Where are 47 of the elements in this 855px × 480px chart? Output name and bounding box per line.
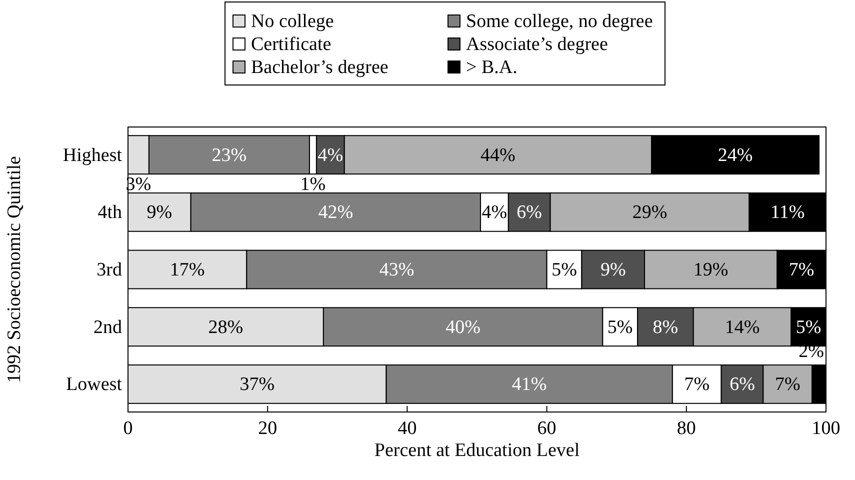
data-label: 37%: [240, 374, 275, 396]
data-label: 11%: [770, 202, 805, 224]
x-tick-label: 40: [398, 418, 417, 439]
data-label: 19%: [693, 260, 728, 280]
y-tick-label: 4th: [98, 202, 122, 224]
data-label: 1%: [300, 174, 326, 196]
data-label: 40%: [446, 316, 481, 338]
x-tick-label: 60: [537, 418, 556, 439]
data-label: 6%: [730, 374, 756, 396]
y-tick-label: 3rd: [96, 260, 122, 280]
y-tick-label: 2nd: [94, 316, 122, 338]
x-tick-label: 100: [812, 418, 840, 439]
data-label: 42%: [318, 202, 354, 224]
data-label: 7%: [774, 374, 800, 396]
y-axis-title: 1992 Socioeconomic Quintile: [4, 156, 25, 383]
data-label: 43%: [379, 260, 414, 280]
data-label: 6%: [516, 202, 542, 224]
data-label: 28%: [208, 316, 244, 338]
legend-label: Associate’s degree: [466, 34, 608, 55]
data-label: 8%: [652, 316, 678, 338]
data-label: 14%: [724, 316, 760, 338]
data-label: 9%: [600, 260, 626, 280]
legend-label: Bachelor’s degree: [251, 57, 388, 78]
x-tick-label: 0: [123, 418, 133, 439]
data-label: 4%: [482, 202, 508, 224]
data-label: 29%: [632, 202, 668, 224]
x-tick-label: 80: [676, 418, 696, 439]
legend-label: > B.A.: [466, 57, 518, 78]
data-label: 17%: [170, 260, 205, 280]
data-label: 44%: [480, 144, 516, 166]
data-label: 41%: [512, 374, 547, 396]
legend-label: Some college, no degree: [466, 11, 653, 32]
y-tick-label: Lowest: [66, 374, 123, 396]
data-label: 7%: [788, 260, 814, 280]
legend-label: No college: [251, 11, 334, 32]
x-axis-title: Percent at Education Level: [374, 440, 580, 461]
legend-label: Certificate: [251, 34, 332, 55]
y-tick-label: Highest: [62, 144, 123, 166]
data-label: 9%: [146, 202, 172, 224]
data-label: 5%: [552, 260, 578, 280]
data-label: 24%: [718, 144, 753, 166]
data-label: 5%: [607, 316, 633, 338]
x-tick-label: 20: [258, 418, 278, 439]
data-label: 5%: [796, 316, 822, 338]
data-label: 23%: [212, 144, 247, 166]
data-label: 4%: [318, 144, 344, 166]
data-label: 7%: [684, 374, 710, 396]
